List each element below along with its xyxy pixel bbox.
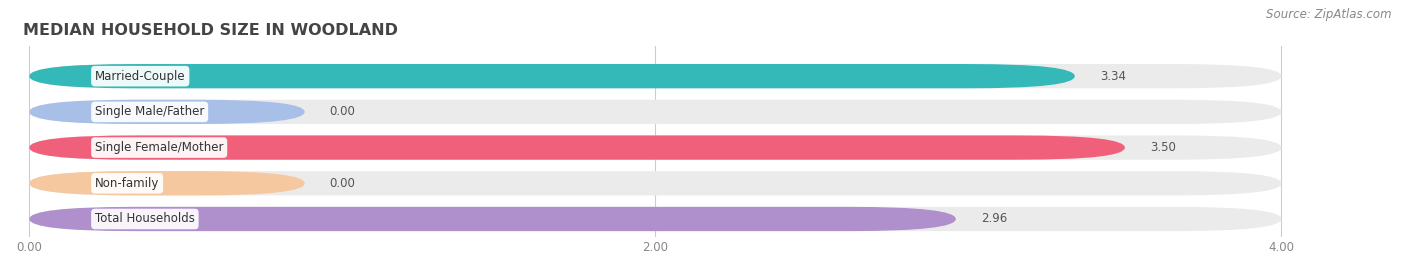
Text: MEDIAN HOUSEHOLD SIZE IN WOODLAND: MEDIAN HOUSEHOLD SIZE IN WOODLAND — [22, 23, 398, 38]
Text: 3.34: 3.34 — [1099, 70, 1126, 83]
FancyBboxPatch shape — [30, 171, 1281, 195]
Text: Single Female/Mother: Single Female/Mother — [96, 141, 224, 154]
FancyBboxPatch shape — [30, 64, 1074, 88]
FancyBboxPatch shape — [30, 135, 1125, 160]
FancyBboxPatch shape — [30, 135, 1281, 160]
Text: 0.00: 0.00 — [330, 105, 356, 118]
FancyBboxPatch shape — [30, 100, 305, 124]
FancyBboxPatch shape — [30, 207, 1281, 231]
Text: Single Male/Father: Single Male/Father — [96, 105, 204, 118]
Text: Source: ZipAtlas.com: Source: ZipAtlas.com — [1267, 8, 1392, 21]
FancyBboxPatch shape — [30, 100, 1281, 124]
Text: Total Households: Total Households — [96, 213, 195, 225]
Text: Married-Couple: Married-Couple — [96, 70, 186, 83]
FancyBboxPatch shape — [30, 171, 305, 195]
FancyBboxPatch shape — [30, 64, 1281, 88]
Text: 2.96: 2.96 — [981, 213, 1007, 225]
Text: Non-family: Non-family — [96, 177, 159, 190]
FancyBboxPatch shape — [30, 207, 956, 231]
Text: 3.50: 3.50 — [1150, 141, 1175, 154]
Text: 0.00: 0.00 — [330, 177, 356, 190]
